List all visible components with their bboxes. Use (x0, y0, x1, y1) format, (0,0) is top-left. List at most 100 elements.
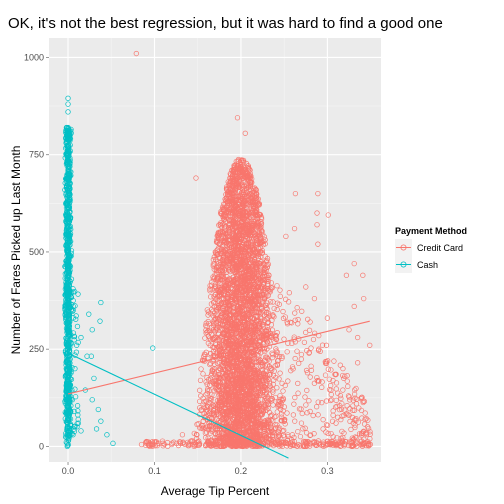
credit-card-point (335, 414, 341, 420)
credit-card-point (209, 379, 215, 385)
credit-card-point (240, 311, 247, 318)
credit-card-point (274, 283, 280, 289)
credit-card-point (319, 342, 326, 348)
credit-card-point (261, 295, 267, 301)
credit-card-point (235, 439, 242, 446)
credit-card-point (263, 392, 269, 398)
credit-card-point (256, 323, 263, 329)
credit-card-point (278, 403, 284, 409)
credit-card-point (324, 441, 331, 447)
credit-card-point (276, 301, 283, 308)
credit-card-point (255, 387, 262, 393)
credit-card-point (313, 404, 320, 410)
credit-card-point (248, 388, 255, 394)
credit-card-point (265, 401, 272, 408)
credit-card-point (253, 429, 260, 435)
credit-card-point (277, 287, 283, 293)
credit-card-point (306, 327, 313, 333)
credit-card-point (365, 417, 371, 423)
credit-card-point (213, 296, 219, 303)
credit-card-point (231, 289, 237, 296)
credit-card-point (209, 368, 216, 374)
credit-card-point (220, 215, 227, 221)
credit-card-point (214, 233, 220, 239)
credit-card-point (349, 439, 355, 445)
credit-card-point (221, 204, 227, 210)
credit-card-point (290, 412, 297, 418)
credit-card-point (249, 377, 255, 384)
credit-card-point (228, 427, 234, 434)
credit-card-point (259, 411, 265, 417)
credit-card-point (233, 349, 240, 355)
credit-card-point (261, 387, 267, 393)
credit-card-point (261, 378, 267, 384)
credit-card-point (231, 305, 237, 311)
credit-card-point (219, 364, 225, 370)
credit-card-point (347, 406, 353, 412)
credit-card-point (217, 280, 223, 286)
credit-card-point (255, 201, 262, 207)
credit-card-point (240, 443, 246, 450)
credit-card-point (291, 401, 297, 407)
credit-card-point (246, 298, 252, 304)
credit-card-point (326, 376, 332, 382)
credit-card-point (220, 329, 226, 336)
credit-card-point (250, 259, 256, 266)
credit-card-point (240, 200, 246, 206)
credit-card-point (250, 352, 256, 359)
credit-card-point (334, 435, 340, 441)
credit-card-point (216, 298, 222, 304)
credit-card-point (225, 332, 231, 338)
credit-card-point (245, 248, 252, 255)
credit-card-point (279, 353, 285, 360)
credit-card-point (351, 303, 357, 310)
credit-card-point (225, 322, 232, 328)
credit-card-point (243, 290, 249, 297)
credit-card-point (213, 270, 220, 276)
credit-card-point (292, 394, 298, 401)
credit-card-point (238, 246, 244, 252)
credit-card-point (295, 428, 301, 435)
credit-card-point (273, 346, 279, 352)
credit-card-point (238, 417, 245, 423)
credit-card-point (274, 361, 280, 367)
credit-card-point (328, 430, 334, 437)
credit-card-point (195, 439, 201, 445)
credit-card-point (258, 383, 264, 390)
credit-card-point (355, 334, 361, 341)
credit-card-point (226, 440, 232, 446)
credit-card-point (156, 440, 162, 446)
credit-card-point (262, 293, 268, 299)
credit-card-point (227, 302, 233, 309)
credit-card-point (260, 360, 266, 366)
credit-card-point (337, 362, 343, 368)
credit-card-point (236, 170, 242, 177)
credit-card-point (256, 416, 262, 422)
credit-card-point (266, 344, 273, 350)
credit-card-point (231, 240, 238, 246)
credit-card-point (236, 253, 243, 259)
credit-card-point (260, 276, 266, 282)
credit-card-point (311, 440, 317, 446)
credit-card-point (255, 215, 261, 221)
credit-card-point (223, 230, 229, 236)
credit-card-point (303, 430, 310, 436)
credit-card-point (264, 262, 270, 268)
credit-card-point (240, 166, 246, 172)
credit-card-point (247, 332, 253, 339)
credit-card-point (288, 368, 294, 374)
credit-card-point (240, 314, 246, 320)
credit-card-point (260, 269, 266, 275)
credit-card-point (285, 433, 291, 440)
credit-card-point (279, 411, 285, 417)
credit-card-point (203, 379, 209, 385)
credit-card-point (236, 401, 242, 407)
credit-card-point (267, 383, 273, 389)
credit-card-point (276, 353, 283, 360)
credit-card-point (225, 366, 231, 372)
credit-card-point (248, 260, 254, 266)
credit-card-point (253, 263, 259, 270)
credit-card-point (254, 335, 260, 341)
credit-card-point (216, 433, 222, 439)
credit-card-point (225, 311, 231, 317)
